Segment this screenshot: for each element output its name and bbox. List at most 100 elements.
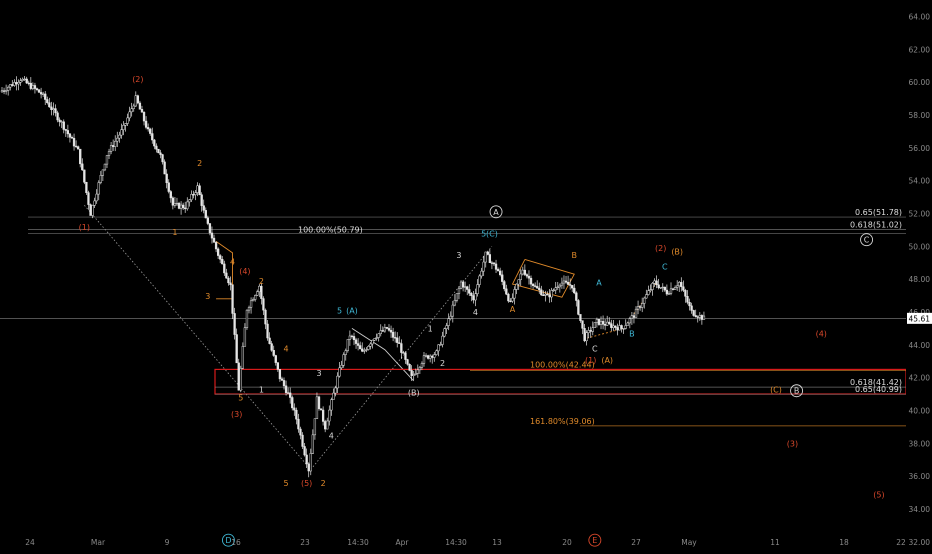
y-tick-label: 50.00 xyxy=(909,242,931,251)
candle-body xyxy=(466,286,469,290)
candle-body xyxy=(636,306,640,310)
candle-body xyxy=(443,328,446,337)
wave-label: 5 xyxy=(481,229,486,238)
x-tick-label: Mar xyxy=(91,538,106,547)
candle-body xyxy=(371,339,374,345)
candle-body xyxy=(31,85,35,89)
circled-wave-label: C xyxy=(864,236,870,245)
candle-body xyxy=(103,163,107,171)
candle-body xyxy=(433,354,436,358)
y-tick-label: 44.00 xyxy=(909,341,931,350)
candle-body xyxy=(577,300,580,315)
candle-body xyxy=(147,127,150,130)
candle-body xyxy=(142,112,146,122)
candle-body xyxy=(620,325,623,329)
candle-body xyxy=(29,82,32,89)
candle-body xyxy=(19,80,22,83)
candle-body xyxy=(579,314,582,321)
candle-body xyxy=(342,354,345,366)
candle-body xyxy=(492,262,496,265)
candle-body xyxy=(610,323,613,328)
candle-body xyxy=(4,90,8,92)
candle-body xyxy=(293,407,296,411)
candle-body xyxy=(494,263,498,270)
candle-body xyxy=(192,194,195,196)
candle-body xyxy=(525,274,529,277)
candle-body xyxy=(130,108,133,113)
circled-wave-marker xyxy=(588,533,602,547)
candle-body xyxy=(128,111,131,119)
candle-body xyxy=(256,291,259,296)
candle-body xyxy=(186,201,189,210)
candle-body xyxy=(212,237,216,243)
candle-body xyxy=(359,345,362,350)
candle-body xyxy=(307,463,310,472)
candle-body xyxy=(546,293,549,296)
candle-body xyxy=(124,123,127,126)
y-tick-label: 36.00 xyxy=(909,472,931,481)
wave-label: 4 xyxy=(284,344,289,353)
candle-body xyxy=(309,453,312,472)
candle-body xyxy=(326,420,329,430)
candle-body xyxy=(529,277,533,285)
candle-body xyxy=(480,270,483,277)
candle-body xyxy=(451,304,454,317)
candle-body xyxy=(260,285,263,299)
candle-body xyxy=(352,336,356,341)
candle-body xyxy=(630,315,634,319)
candle-body xyxy=(338,367,341,377)
candle-body xyxy=(396,337,399,343)
candle-body xyxy=(194,192,197,195)
candle-body xyxy=(105,155,109,165)
candle-body xyxy=(603,324,607,326)
candle-body xyxy=(511,297,514,302)
candle-body xyxy=(429,355,432,359)
candle-body xyxy=(284,385,288,393)
candle-body xyxy=(363,350,366,352)
wave-label: (A) xyxy=(346,307,358,316)
candle-body xyxy=(571,285,574,289)
candle-body xyxy=(136,95,140,104)
candle-body xyxy=(11,84,14,86)
candle-body xyxy=(303,446,306,456)
candle-body xyxy=(87,192,90,205)
candle-body xyxy=(35,88,39,90)
candle-body xyxy=(239,367,242,391)
candle-body xyxy=(593,322,596,328)
candle-body xyxy=(568,284,572,286)
wave-label: (B) xyxy=(671,247,683,256)
candle-body xyxy=(321,409,325,422)
y-tick-label: 62.00 xyxy=(909,45,931,54)
circled-wave-marker xyxy=(790,384,804,398)
wave-label: 4 xyxy=(230,257,235,266)
candle-body xyxy=(562,280,566,284)
candle-body xyxy=(140,109,144,113)
candle-body xyxy=(464,286,467,288)
candle-body xyxy=(439,344,442,346)
wave-label: (4) xyxy=(816,330,827,339)
candle-body xyxy=(601,321,605,325)
wave-label: (B) xyxy=(408,389,420,398)
candle-body xyxy=(398,342,401,344)
candle-body xyxy=(151,133,154,141)
candle-body xyxy=(490,262,494,264)
candle-body xyxy=(258,285,261,292)
candle-body xyxy=(114,140,117,147)
candle-body xyxy=(319,408,323,411)
candle-body xyxy=(155,145,158,150)
candle-body xyxy=(225,272,228,279)
candle-body xyxy=(482,261,485,272)
candle-body xyxy=(344,350,347,355)
wave-label: 5 xyxy=(284,479,289,488)
y-tick-label: 32.00 xyxy=(909,538,931,547)
candle-body xyxy=(682,286,685,291)
x-tick-label: 11 xyxy=(770,538,780,547)
candle-body xyxy=(286,392,290,394)
candle-body xyxy=(536,286,539,289)
wave-channel xyxy=(511,258,575,298)
y-tick-label: 40.00 xyxy=(909,406,931,415)
candle-body xyxy=(659,287,662,289)
candle-body xyxy=(42,93,45,95)
